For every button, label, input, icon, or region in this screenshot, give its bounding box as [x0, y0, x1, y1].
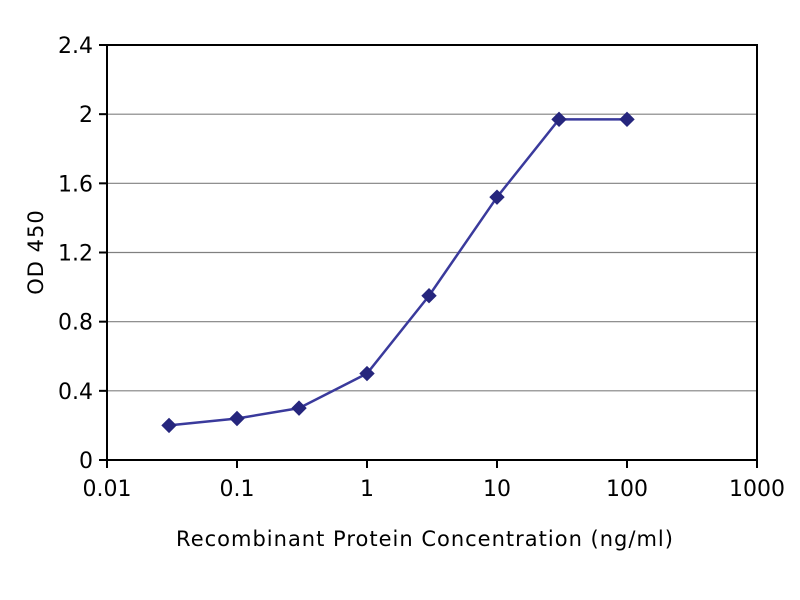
data-point-marker [229, 410, 245, 427]
data-point-marker [421, 288, 437, 304]
series-line [168, 118, 627, 427]
data-point-marker [359, 365, 375, 382]
x-tick-label: 0.01 [83, 477, 132, 502]
data-point-marker [619, 111, 635, 128]
x-tick-label: 100 [606, 477, 648, 502]
y-tick-label: 0.8 [58, 311, 93, 336]
y-axis-title: OD 450 [24, 209, 48, 295]
data-point-marker [489, 189, 505, 205]
y-tick-label: 0.4 [58, 380, 93, 405]
x-axis-title: Recombinant Protein Concentration (ng/ml… [176, 527, 674, 551]
x-tick-label: 1000 [729, 477, 785, 502]
y-tick-label: 2 [79, 103, 93, 128]
x-tick-label: 10 [483, 477, 511, 502]
data-point-marker [291, 400, 307, 416]
y-tick-label: 2.4 [58, 34, 93, 59]
x-tick-label: 0.1 [220, 477, 255, 502]
data-point-marker [161, 417, 177, 434]
data-point-marker [551, 111, 567, 128]
y-tick-label: 1.2 [58, 242, 93, 267]
x-tick-label: 1 [360, 477, 374, 502]
y-tick-label: 0 [79, 449, 93, 474]
y-tick-label: 1.6 [58, 172, 93, 197]
